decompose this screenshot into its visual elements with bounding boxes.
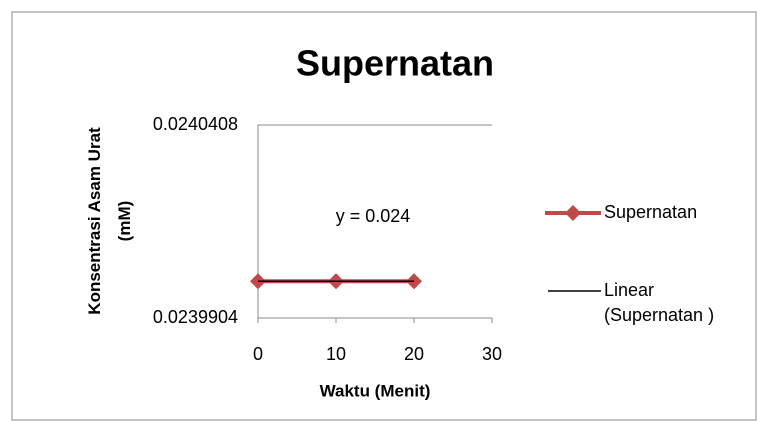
legend-marker: [565, 205, 581, 221]
y-tick-label: 0.0239904: [153, 307, 238, 327]
x-tick-label: 10: [326, 344, 346, 364]
legend-label: Linear (Supernatan ): [604, 280, 715, 325]
x-tick-label: 30: [482, 344, 502, 364]
chart-border: [11, 11, 757, 421]
annotation: y = 0.024: [336, 206, 411, 226]
x-tick-label: 0: [253, 344, 263, 364]
legend-label: Supernatan: [604, 202, 697, 222]
x-axis-label: Waktu (Menit): [320, 381, 431, 400]
chart-title: Supernatan: [296, 43, 494, 84]
x-tick-label: 20: [404, 344, 424, 364]
y-tick-label: 0.0240408: [153, 114, 238, 134]
y-axis-label: Konsentrasi Asam Urat (mM): [85, 127, 134, 315]
